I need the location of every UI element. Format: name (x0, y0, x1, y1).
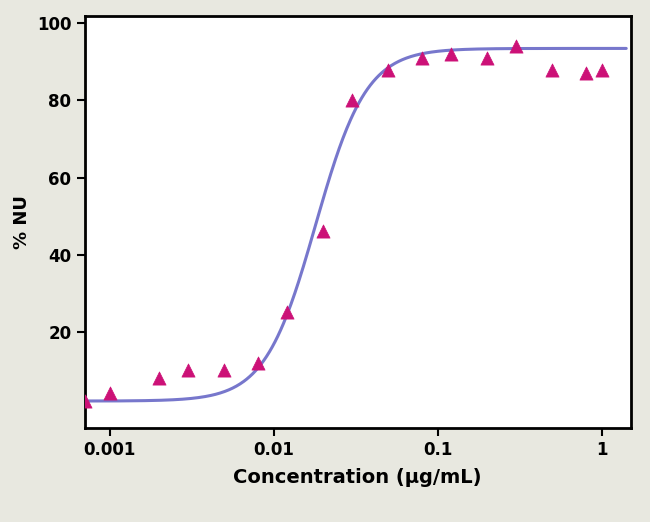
Point (105, 389, 115, 398)
Point (384, 65, 394, 74)
Point (347, 96, 358, 104)
Point (547, 65, 558, 74)
X-axis label: Concentration (μg/mL): Concentration (μg/mL) (233, 468, 482, 487)
Point (417, 54, 427, 62)
Point (580, 69, 591, 78)
Point (511, 42, 521, 51)
Point (281, 309, 292, 317)
Point (183, 366, 193, 374)
Point (219, 366, 229, 374)
Point (253, 358, 263, 366)
Point (597, 65, 607, 74)
Point (445, 50, 456, 58)
Y-axis label: % NU: % NU (13, 195, 31, 249)
Point (318, 227, 328, 235)
Point (79, 397, 90, 405)
Point (482, 54, 492, 62)
Point (154, 374, 164, 382)
